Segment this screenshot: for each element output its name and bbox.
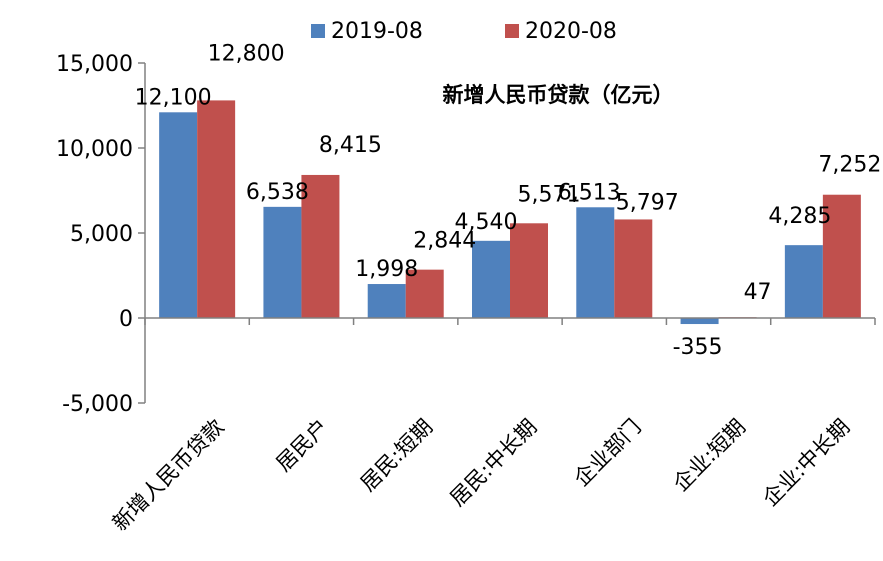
- x-tick-label: 居民户: [271, 415, 333, 477]
- legend-swatch: [311, 24, 325, 38]
- x-tick-label: 企业:短期: [669, 415, 750, 496]
- y-tick-label: -5,000: [62, 392, 133, 417]
- bar: [472, 240, 510, 318]
- data-labels: 12,100 6,538 1,998 4,540 6,513 -355 4,285 12,80…: [135, 41, 882, 360]
- data-label: 7,252: [818, 153, 881, 178]
- bar: [614, 219, 653, 318]
- data-label: 6,513: [558, 180, 621, 205]
- data-label: 12,800: [208, 41, 285, 66]
- data-label: 12,100: [135, 85, 212, 110]
- bar: [159, 112, 198, 318]
- bar: [197, 100, 236, 319]
- y-tick-label: 10,000: [56, 137, 133, 162]
- x-tick-label: 居民:中长期: [445, 415, 541, 511]
- y-tick-label: 15,000: [56, 52, 133, 77]
- data-label: 2,844: [413, 229, 476, 254]
- chart-title: 新增人民币贷款（亿元）: [443, 83, 674, 107]
- legend: 2019-08 2020-08: [311, 19, 617, 44]
- bar: [301, 174, 340, 318]
- bars: [159, 100, 861, 325]
- bar: [405, 269, 444, 318]
- bar: [263, 206, 302, 318]
- bar: [576, 207, 615, 318]
- data-label: 1,998: [355, 257, 418, 282]
- y-axis: -5,000 0 5,000 10,000 15,000: [56, 52, 146, 417]
- x-tick-label: 新增人民币贷款: [108, 415, 229, 536]
- data-label: 5,797: [616, 190, 679, 215]
- legend-label: 2020-08: [525, 19, 617, 44]
- x-tick-label: 企业:中长期: [758, 415, 854, 511]
- data-label: -355: [673, 335, 723, 360]
- data-label: 4,540: [455, 210, 518, 235]
- x-tick-label: 居民:短期: [356, 415, 437, 496]
- legend-label: 2019-08: [331, 19, 423, 44]
- bar: [510, 223, 548, 318]
- data-label: 6,538: [246, 180, 309, 205]
- data-label: 47: [744, 280, 772, 305]
- bar: [784, 245, 823, 318]
- legend-swatch: [505, 24, 519, 38]
- y-tick-label: 5,000: [70, 222, 133, 247]
- bar: [367, 284, 406, 318]
- x-tick-label: 企业部门: [569, 415, 645, 491]
- data-label: 4,285: [768, 204, 831, 229]
- x-axis: 新增人民币贷款 居民户 居民:短期 居民:中长期 企业部门 企业:短期 企业:中长期: [108, 317, 876, 536]
- y-tick-label: 0: [119, 307, 133, 332]
- data-label: 8,415: [319, 133, 382, 158]
- bar: [680, 318, 719, 325]
- bar: [822, 194, 861, 318]
- data-label: 5,571: [518, 182, 581, 207]
